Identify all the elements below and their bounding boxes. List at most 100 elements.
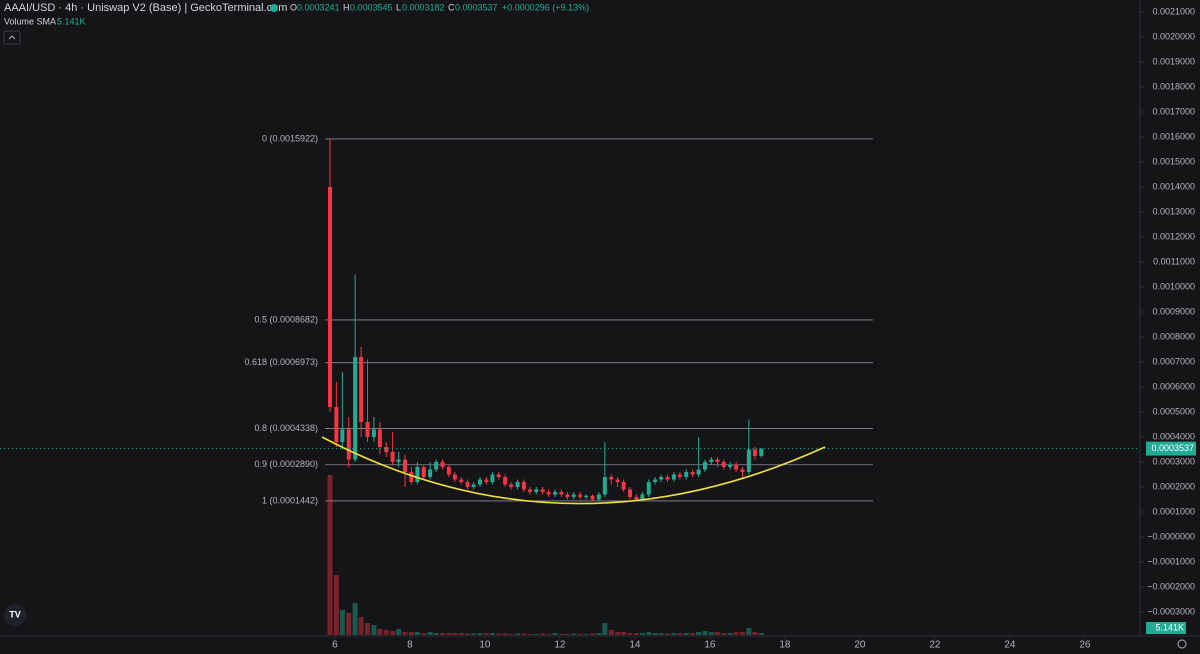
volume-bar — [696, 632, 702, 635]
y-tick-label: 0.0020000 — [1152, 31, 1195, 41]
candle-body — [671, 474, 676, 480]
y-tick-label: 0.0012000 — [1152, 231, 1195, 241]
volume-bar — [564, 634, 570, 635]
candle-body — [490, 474, 495, 482]
collapse-icon — [8, 35, 16, 40]
volume-bar — [502, 633, 508, 635]
volume-bar — [346, 613, 352, 635]
volume-bar — [708, 632, 714, 635]
volume-bar — [477, 633, 483, 635]
candle-body — [553, 492, 557, 495]
volume-bar — [690, 633, 696, 635]
volume-bar — [433, 633, 439, 635]
volume-bar — [365, 623, 370, 635]
candle-body — [334, 407, 339, 442]
ohlc-l-label: L — [396, 2, 401, 12]
candle-body — [396, 459, 401, 462]
volume-bar — [508, 634, 514, 635]
volume-bar — [471, 633, 477, 635]
candle-body — [340, 429, 345, 442]
candle-body — [659, 477, 664, 480]
candle-body — [677, 474, 682, 477]
candle-body — [346, 429, 351, 460]
volume-bar — [633, 633, 639, 635]
volume-bar — [652, 633, 658, 635]
y-tick-label: 0.0010000 — [1152, 281, 1195, 291]
x-tick-label: 8 — [407, 640, 413, 651]
candle-body — [609, 477, 614, 480]
plot-area: 0.0021000 0.0020000 0.0019000 0.0018000 0.00… — [0, 6, 1195, 651]
volume-bar — [402, 632, 408, 635]
volume-bar — [752, 632, 758, 635]
candle-body — [746, 449, 751, 472]
ohlc-change: +0.0000296 (+9.13%) — [502, 2, 589, 12]
candle-body — [471, 484, 476, 487]
volume-sma: 5.141K — [57, 16, 86, 26]
volume-badge — [1146, 622, 1186, 634]
volume-bar — [483, 633, 489, 635]
volume-bar — [458, 633, 464, 635]
candle-body — [428, 469, 433, 477]
volume-bar — [665, 633, 670, 635]
volume-bar — [371, 625, 377, 635]
candle-body — [503, 477, 508, 485]
candle-body — [459, 479, 464, 482]
x-tick-label: 16 — [704, 640, 716, 651]
last-price-label: 0.0003537 — [1151, 443, 1194, 453]
symbol: AAAI/USD · 4h · Uniswap V2 (Base) | Geck… — [4, 2, 287, 14]
y-tick-label: 0.0014000 — [1152, 181, 1195, 191]
settings-icon[interactable] — [1177, 639, 1187, 649]
volume-bar — [489, 633, 495, 635]
candle-body — [571, 494, 576, 497]
candle-body — [615, 479, 620, 482]
candle-body — [709, 459, 714, 462]
volume-bar — [714, 632, 720, 635]
volume-bar — [733, 632, 739, 635]
candle-body — [534, 489, 539, 492]
candle-body — [759, 448, 764, 456]
y-tick-label: −0.0003000 — [1147, 606, 1195, 616]
volume-bar — [446, 633, 452, 635]
volume-bar — [327, 475, 333, 635]
x-tick-label: 14 — [629, 640, 641, 651]
volume-bar — [758, 633, 764, 635]
collapse-button[interactable] — [3, 30, 21, 45]
volume-bar — [427, 632, 433, 635]
volume-bar — [590, 633, 595, 635]
fib-label: 0.5 (0.0008682) — [254, 314, 318, 324]
candle-body — [365, 422, 370, 437]
candle-body — [371, 429, 376, 437]
candle-body — [721, 462, 726, 467]
volume-bar — [546, 634, 552, 635]
candle-body — [740, 469, 745, 472]
y-tick-label: 0.0015000 — [1152, 156, 1195, 166]
candle-body — [752, 449, 757, 456]
x-tick-label: 6 — [332, 640, 338, 651]
x-tick-label: 18 — [779, 640, 791, 651]
fib-label: 0 (0.0015922) — [262, 133, 318, 143]
candle-body — [734, 464, 739, 470]
y-tick-label: 0.0011000 — [1153, 256, 1195, 266]
volume-bar — [683, 633, 689, 635]
candle-body — [628, 489, 632, 497]
volume-bar — [702, 631, 708, 635]
logo — [4, 604, 26, 626]
volume-bar — [390, 631, 396, 635]
ohlc-h: 0.0003545 — [350, 2, 393, 12]
y-tick-label: 0.0019000 — [1152, 56, 1195, 66]
volume-bar — [440, 633, 445, 635]
x-tick-label: 20 — [854, 640, 866, 651]
candle-body — [546, 492, 551, 495]
candle-body — [653, 479, 658, 482]
candle-body — [328, 187, 332, 407]
volume-bar — [577, 634, 583, 635]
candle-body — [565, 494, 570, 497]
last-price-badge — [1146, 441, 1196, 456]
volume-bar — [615, 632, 621, 635]
volume-bar — [721, 633, 727, 635]
status-dot — [270, 4, 278, 12]
candle-body — [509, 484, 514, 487]
volume-bar — [452, 633, 458, 635]
candle-body — [478, 479, 482, 485]
